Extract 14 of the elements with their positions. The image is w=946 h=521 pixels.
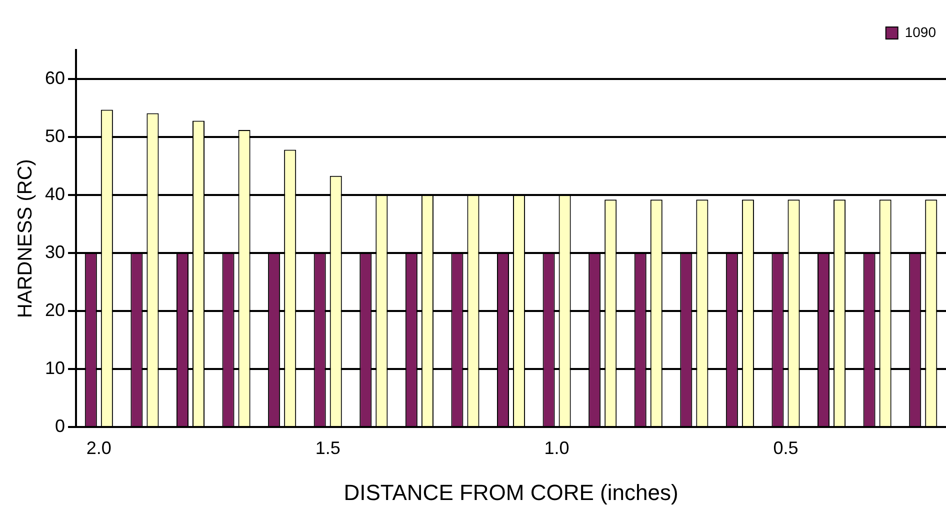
x-tick-label: 0.5 — [773, 438, 798, 458]
y-tick-label: 10 — [44, 358, 66, 378]
x-tick-label: 1.5 — [315, 438, 340, 458]
x-tick-label: 1.0 — [544, 438, 570, 458]
y-tick-label: 0 — [55, 416, 66, 436]
x-axis-title: DISTANCE FROM CORE (inches) — [344, 480, 678, 505]
legend-label: 1090 — [904, 24, 936, 40]
y-tick-label: 50 — [44, 126, 66, 146]
y-tick-label: 20 — [44, 300, 66, 320]
x-tick-label: 2.0 — [86, 438, 112, 458]
y-tick-label: 40 — [44, 184, 66, 204]
y-tick-label: 30 — [44, 242, 66, 262]
y-tick-label: 60 — [44, 68, 66, 88]
y-axis-title: HARDNESS (RC) — [14, 159, 37, 318]
